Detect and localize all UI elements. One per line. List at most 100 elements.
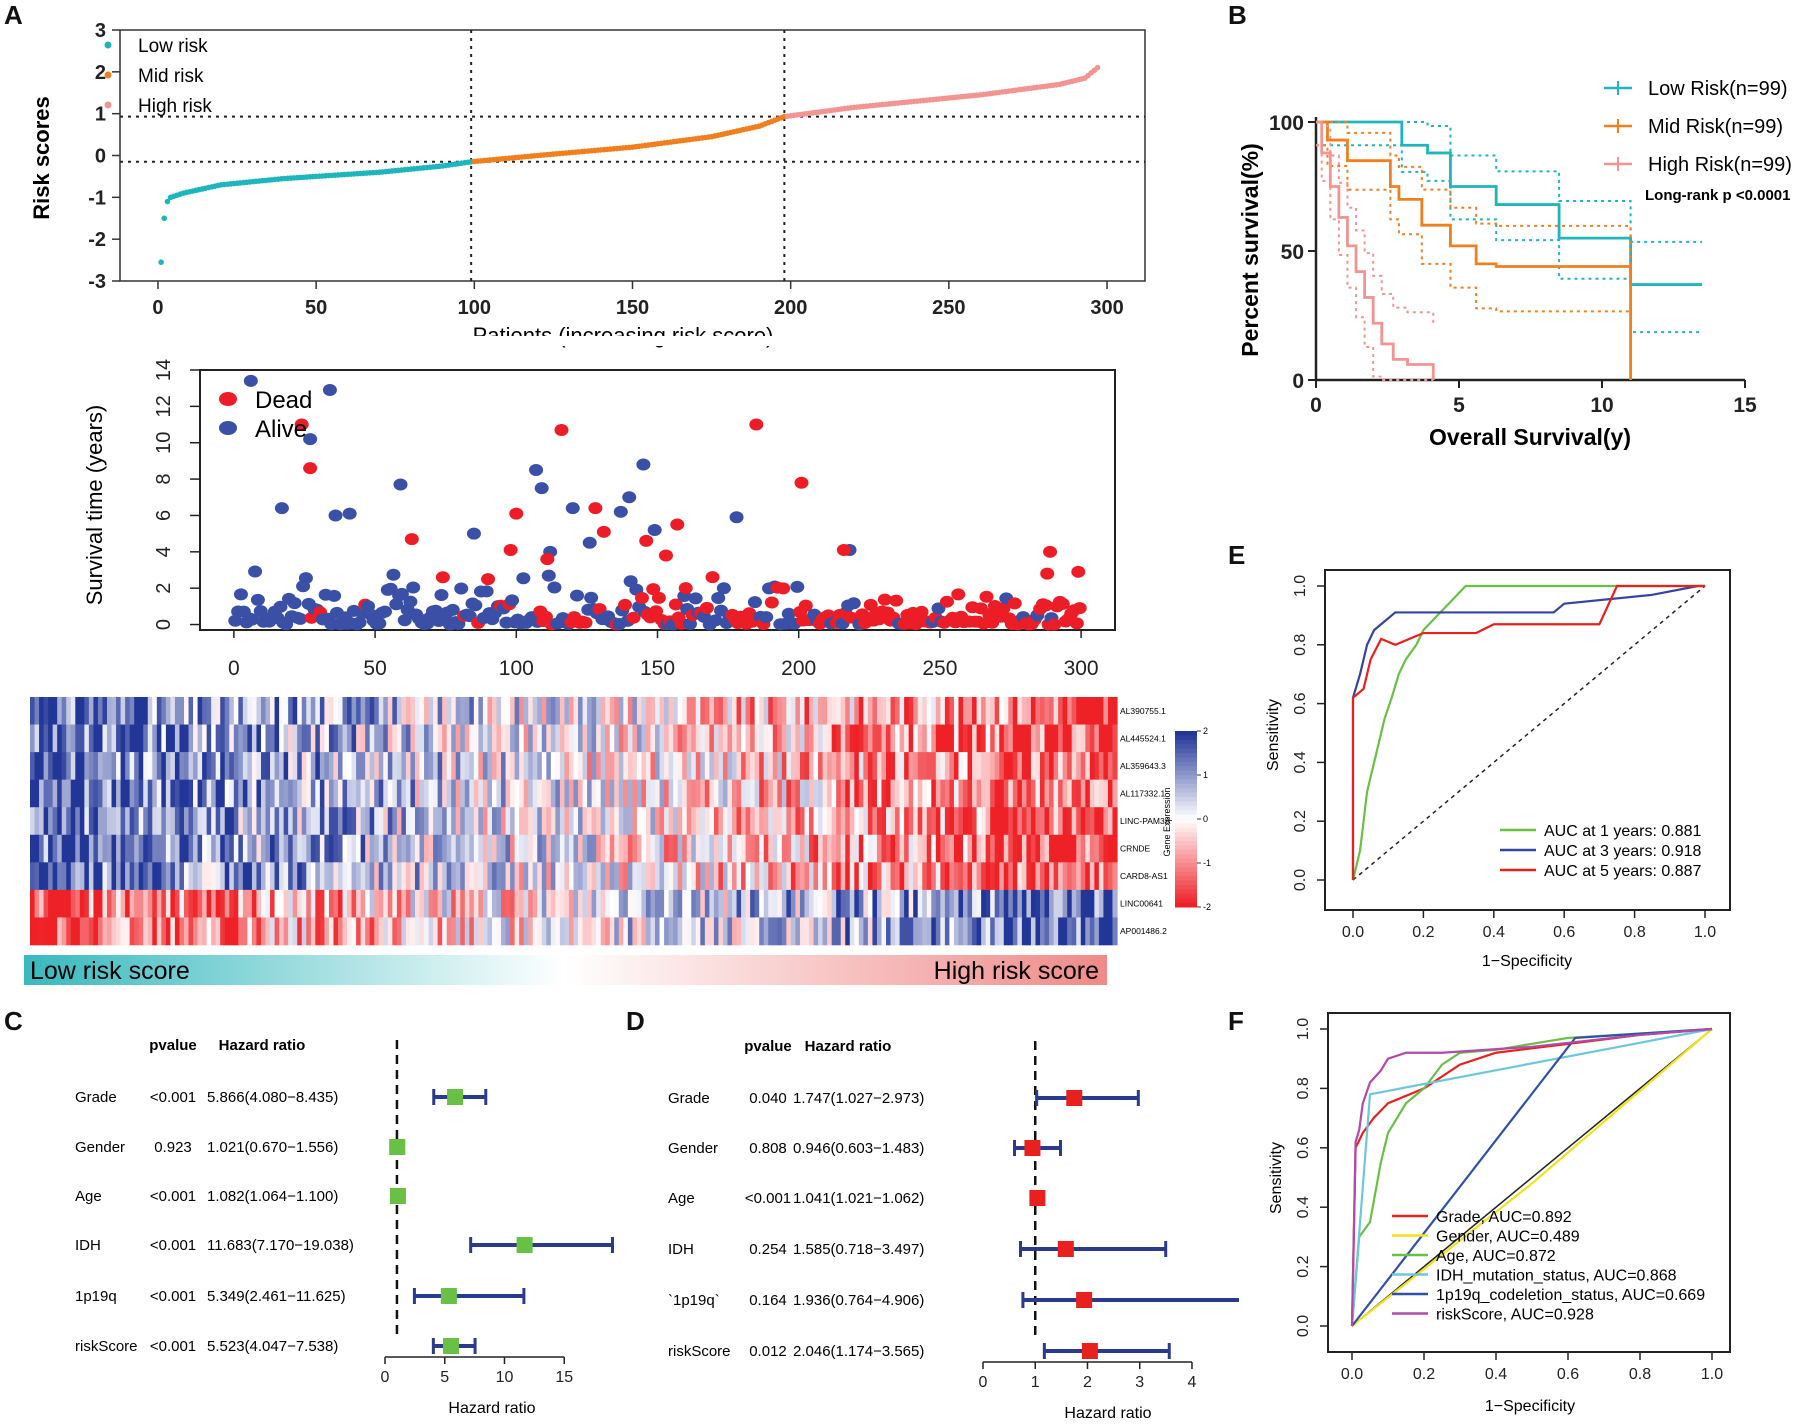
heat-cell	[568, 862, 575, 891]
heat-cell	[845, 779, 851, 808]
heat-cell	[1017, 752, 1023, 780]
heat-cell	[587, 917, 593, 946]
heat-cell	[614, 834, 620, 863]
heat-cell	[1035, 697, 1041, 725]
heat-cell	[578, 697, 584, 725]
heat-cell	[183, 807, 190, 836]
heat-cell	[587, 834, 593, 863]
heat-cell	[93, 834, 99, 863]
heat-cell	[741, 752, 747, 780]
heat-cell	[596, 779, 602, 808]
heat-cell	[568, 917, 575, 946]
heat-cell	[229, 724, 235, 753]
heat-cell	[143, 697, 149, 725]
heat-cell	[636, 752, 643, 780]
heat-cell	[247, 834, 253, 863]
heat-cell	[641, 917, 647, 946]
heat-cell	[636, 917, 643, 946]
row-hr-text: 1.082(1.064−1.100)	[207, 1188, 338, 1205]
heat-cell	[1085, 724, 1091, 753]
heat-cell	[48, 697, 54, 725]
heat-cell	[795, 889, 801, 918]
heat-cell	[297, 834, 303, 863]
heat-cell	[609, 834, 615, 863]
heat-cell	[274, 807, 280, 836]
heat-cell	[904, 697, 910, 725]
heat-cell	[645, 862, 652, 891]
heat-cell	[211, 834, 217, 863]
heat-cell	[908, 807, 914, 836]
heat-cell	[582, 724, 588, 753]
y-axis-label: Sensitivity	[1268, 1142, 1285, 1214]
heat-cell	[686, 862, 692, 891]
heat-cell	[120, 917, 126, 946]
heat-cell	[940, 834, 946, 863]
heat-cell	[686, 752, 692, 780]
heat-cell	[297, 779, 303, 808]
heat-cell	[1103, 779, 1109, 808]
heat-cell	[1030, 779, 1037, 808]
heat-cell	[990, 917, 996, 946]
heat-cell	[491, 834, 498, 863]
heat-cell	[328, 752, 335, 780]
heat-cell	[233, 752, 239, 780]
heat-cell	[1094, 779, 1100, 808]
row-name: Grade	[75, 1089, 117, 1106]
heat-cell	[573, 807, 579, 836]
heat-cell	[347, 697, 353, 725]
heat-cell	[704, 889, 710, 918]
heat-cell	[605, 724, 611, 753]
heat-cell	[718, 917, 724, 946]
heat-cell	[849, 697, 855, 725]
heat-cell	[419, 834, 425, 863]
heat-cell	[315, 779, 321, 808]
heat-cell	[750, 779, 756, 808]
heat-cell	[944, 697, 951, 725]
dead-point	[303, 462, 318, 475]
heat-cell	[967, 807, 973, 836]
heat-cell	[433, 862, 439, 891]
heat-cell	[156, 917, 162, 946]
heat-cell	[736, 697, 742, 725]
heat-cell	[491, 724, 498, 753]
heat-cell	[125, 889, 131, 918]
heat-cell	[179, 779, 185, 808]
heat-cell	[836, 807, 842, 836]
heat-cell	[772, 752, 778, 780]
heat-cell	[600, 697, 606, 725]
heat-cell	[804, 889, 810, 918]
heat-cell	[990, 889, 996, 918]
heat-cell	[876, 752, 883, 780]
heat-cell	[677, 889, 683, 918]
alive-point	[327, 589, 342, 602]
heat-cell	[125, 862, 131, 891]
heat-cell	[890, 697, 896, 725]
heat-cell	[591, 724, 597, 753]
heat-cell	[328, 779, 335, 808]
legend-dot-alive	[219, 421, 237, 435]
heat-cell	[424, 724, 430, 753]
heat-cell	[84, 752, 90, 780]
heat-cell	[632, 724, 638, 753]
heat-cell	[686, 779, 692, 808]
heat-cell	[587, 724, 593, 753]
heat-cell	[324, 697, 330, 725]
heat-cell	[863, 917, 869, 946]
heat-cell	[1080, 862, 1086, 891]
heat-cell	[564, 697, 570, 725]
heat-cell	[958, 862, 964, 891]
heat-cell	[48, 807, 54, 836]
heat-cell	[405, 697, 412, 725]
heat-cell	[913, 697, 919, 725]
heat-cell	[270, 834, 276, 863]
alive-point	[372, 617, 387, 630]
y-tick-label: 100	[1269, 112, 1304, 135]
heat-cell	[193, 917, 199, 946]
heat-cell	[52, 724, 58, 753]
dead-point	[678, 582, 693, 595]
heat-cell	[931, 779, 937, 808]
heat-cell	[732, 724, 738, 753]
heat-cell	[193, 834, 199, 863]
heat-cell	[419, 724, 425, 753]
heat-cell	[501, 834, 507, 863]
